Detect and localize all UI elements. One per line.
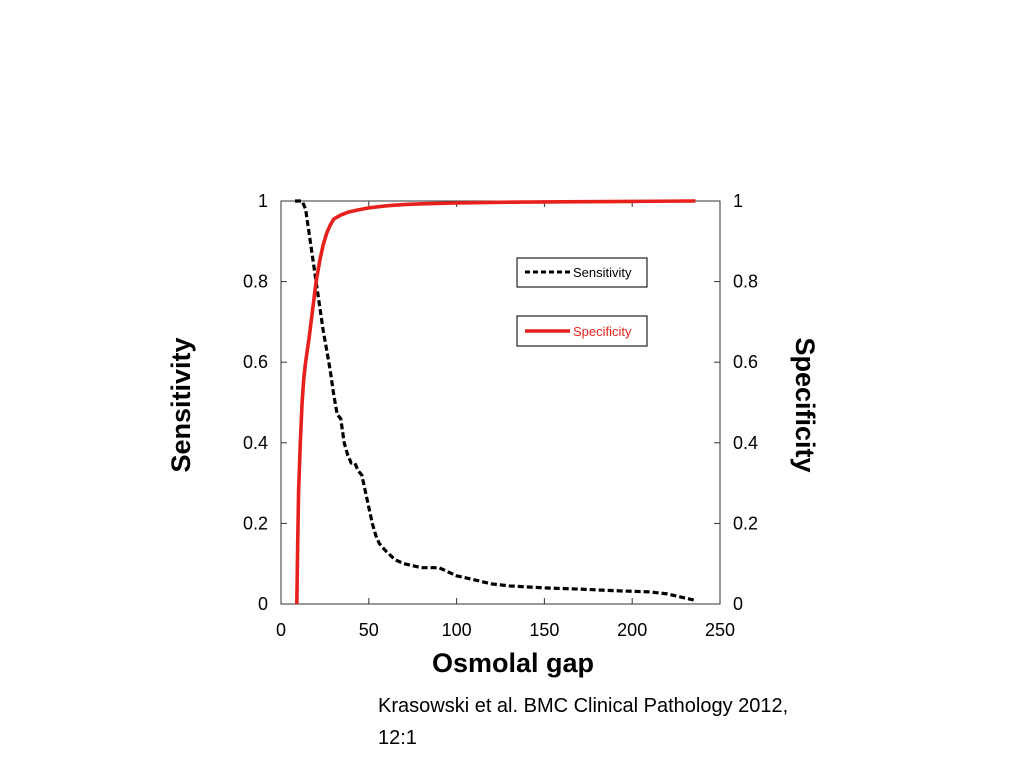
legend-specificity-label: Specificity — [573, 324, 632, 339]
citation-line-1: Krasowski et al. BMC Clinical Pathology … — [378, 695, 789, 717]
y-axis-left-label: Sensitivity — [166, 337, 196, 472]
legend-sensitivity-label: Sensitivity — [573, 265, 632, 280]
citation: Krasowski et al. BMC Clinical Pathology … — [378, 690, 898, 754]
y-tick-label-left: 0.6 — [243, 352, 268, 372]
y-tick-label-left: 1 — [258, 191, 268, 211]
x-axis-label: Osmolal gap — [432, 648, 594, 678]
plot-frame — [280, 200, 721, 605]
y-tick-label-left: 0 — [258, 594, 268, 614]
y-axis-right-label: Specificity — [790, 337, 820, 472]
plot-area — [280, 200, 721, 605]
y-tick-label-right: 0.6 — [733, 352, 758, 372]
legend-sensitivity: Sensitivity — [516, 257, 648, 288]
y-tick-label-right: 0.4 — [733, 433, 758, 453]
x-tick-label: 250 — [705, 620, 735, 640]
x-tick-label: 200 — [617, 620, 647, 640]
legend-specificity: Specificity — [516, 315, 648, 347]
x-tick-label: 100 — [442, 620, 472, 640]
y-tick-label-left: 0.4 — [243, 433, 268, 453]
y-tick-label-right: 0.2 — [733, 513, 758, 533]
x-tick-label: 50 — [359, 620, 379, 640]
citation-line-2: 12:1 — [378, 727, 417, 749]
y-tick-label-right: 0 — [733, 594, 743, 614]
y-tick-label-left: 0.8 — [243, 272, 268, 292]
y-tick-label-left: 0.2 — [243, 513, 268, 533]
y-tick-label-right: 1 — [733, 191, 743, 211]
series-line-sensitivity — [295, 199, 695, 602]
x-tick-label: 0 — [276, 620, 286, 640]
y-tick-label-right: 0.8 — [733, 272, 758, 292]
legend-sensitivity-box — [516, 257, 648, 288]
x-tick-label: 150 — [529, 620, 559, 640]
series-layer — [295, 199, 696, 605]
series-line-specificity — [295, 199, 696, 605]
